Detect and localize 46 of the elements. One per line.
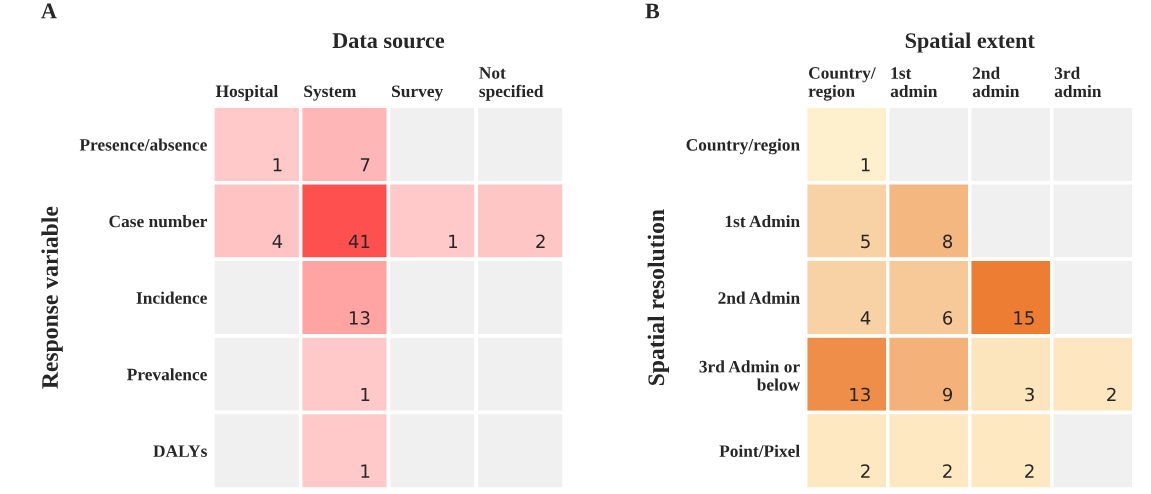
- data-label: 6: [943, 311, 953, 325]
- data-label: 2: [536, 234, 545, 248]
- data-label: 1: [449, 234, 458, 248]
- data-label: 1: [361, 387, 370, 402]
- data-label: 2: [1107, 387, 1116, 402]
- data-label: 5: [861, 234, 870, 249]
- data-label: 1: [861, 158, 870, 172]
- text: A: [41, 3, 57, 19]
- data-label: 15: [1014, 311, 1034, 325]
- data-label: 7: [360, 158, 370, 172]
- data-label: 9: [942, 387, 953, 402]
- data-label: 2: [943, 464, 952, 478]
- chart-title: Spatial extent: [905, 32, 1035, 53]
- x-tick-label: Hospital: [215, 84, 278, 101]
- data-label: 2: [861, 464, 870, 478]
- y-axis-title: Spatial resolution: [647, 209, 670, 386]
- chart-title: Data source: [332, 33, 445, 49]
- x-tick-label: Not specified: [479, 67, 544, 101]
- data-label: 13: [349, 311, 370, 325]
- y-tick-label: 2nd Admin: [718, 291, 800, 304]
- y-tick-label: Presence/absence: [79, 138, 207, 151]
- y-tick-label: Case number: [109, 215, 208, 228]
- data-label: 2: [1025, 464, 1034, 478]
- data-label: 1: [361, 464, 370, 478]
- data-label: 8: [943, 234, 953, 249]
- x-tick-label: Survey: [392, 85, 444, 101]
- x-tick-label: System: [304, 85, 357, 101]
- y-tick-label: 1st Admin: [725, 215, 800, 228]
- x-tick-label: 3rd admin: [1054, 66, 1102, 98]
- data-label: 3: [1025, 387, 1034, 402]
- y-tick-label: Prevalence: [127, 368, 207, 381]
- x-tick-label: 2nd admin: [972, 66, 1020, 98]
- x-tick-label: Country/ region: [808, 67, 876, 101]
- y-tick-label: Point/Pixel: [719, 444, 800, 457]
- data-label: 13: [850, 387, 870, 402]
- text: B: [645, 3, 660, 19]
- y-axis-title: Response variable: [41, 206, 63, 389]
- data-label: 1: [273, 158, 282, 172]
- data-label: 4: [272, 234, 283, 248]
- y-tick-label: 3rd Admin or below: [699, 360, 801, 391]
- y-tick-label: Country/region: [686, 138, 800, 155]
- data-label: 4: [860, 311, 871, 325]
- y-tick-label: DALYs: [153, 445, 207, 457]
- x-tick-label: 1st admin: [890, 67, 938, 98]
- data-label: 41: [348, 234, 370, 248]
- y-tick-label: Incidence: [136, 291, 207, 304]
